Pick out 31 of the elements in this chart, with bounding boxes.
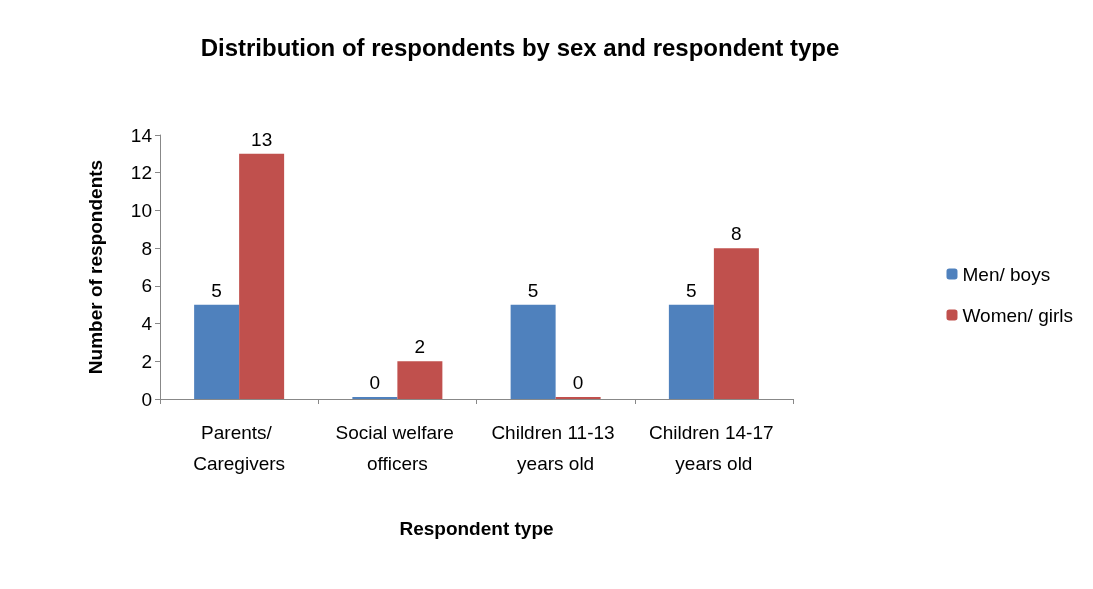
bar xyxy=(713,248,759,399)
y-tick-label: 12 xyxy=(130,162,152,184)
y-tick-label: 0 xyxy=(141,388,152,410)
y-tick-label: 10 xyxy=(130,199,152,221)
x-tick-label: Children 11-13 years old xyxy=(491,422,620,474)
legend-label: Men/ boys xyxy=(962,263,1051,285)
data-label: 2 xyxy=(414,336,426,358)
bar xyxy=(194,304,240,399)
data-label: 5 xyxy=(527,279,539,301)
x-tick-label: Parents/ Caregivers xyxy=(193,422,286,474)
y-tick-label: 2 xyxy=(141,350,152,372)
x-axis-title: Respondent type xyxy=(399,518,554,539)
y-tick-label: 14 xyxy=(130,124,153,146)
x-tick-label: Children 14-17 years old xyxy=(648,422,779,474)
legend-label: Women/ girls xyxy=(962,304,1073,326)
data-label: 0 xyxy=(572,372,584,393)
bar xyxy=(239,153,285,399)
y-tick-label: 8 xyxy=(141,237,152,259)
bar xyxy=(510,304,556,399)
data-label: 8 xyxy=(731,223,742,245)
bar xyxy=(668,304,714,399)
data-label: 0 xyxy=(369,372,381,393)
data-label: 5 xyxy=(686,279,697,301)
data-label: 13 xyxy=(251,128,273,150)
y-tick-label: 4 xyxy=(141,313,153,335)
y-tick-label: 6 xyxy=(141,275,152,297)
y-axis-title: Number of respondents xyxy=(85,159,106,375)
bar xyxy=(397,361,443,399)
data-label: 5 xyxy=(211,279,222,301)
x-tick-label: Social welfare officers xyxy=(335,422,460,474)
chart-title: Distribution of respondents by sex and respondent type xyxy=(200,33,840,61)
